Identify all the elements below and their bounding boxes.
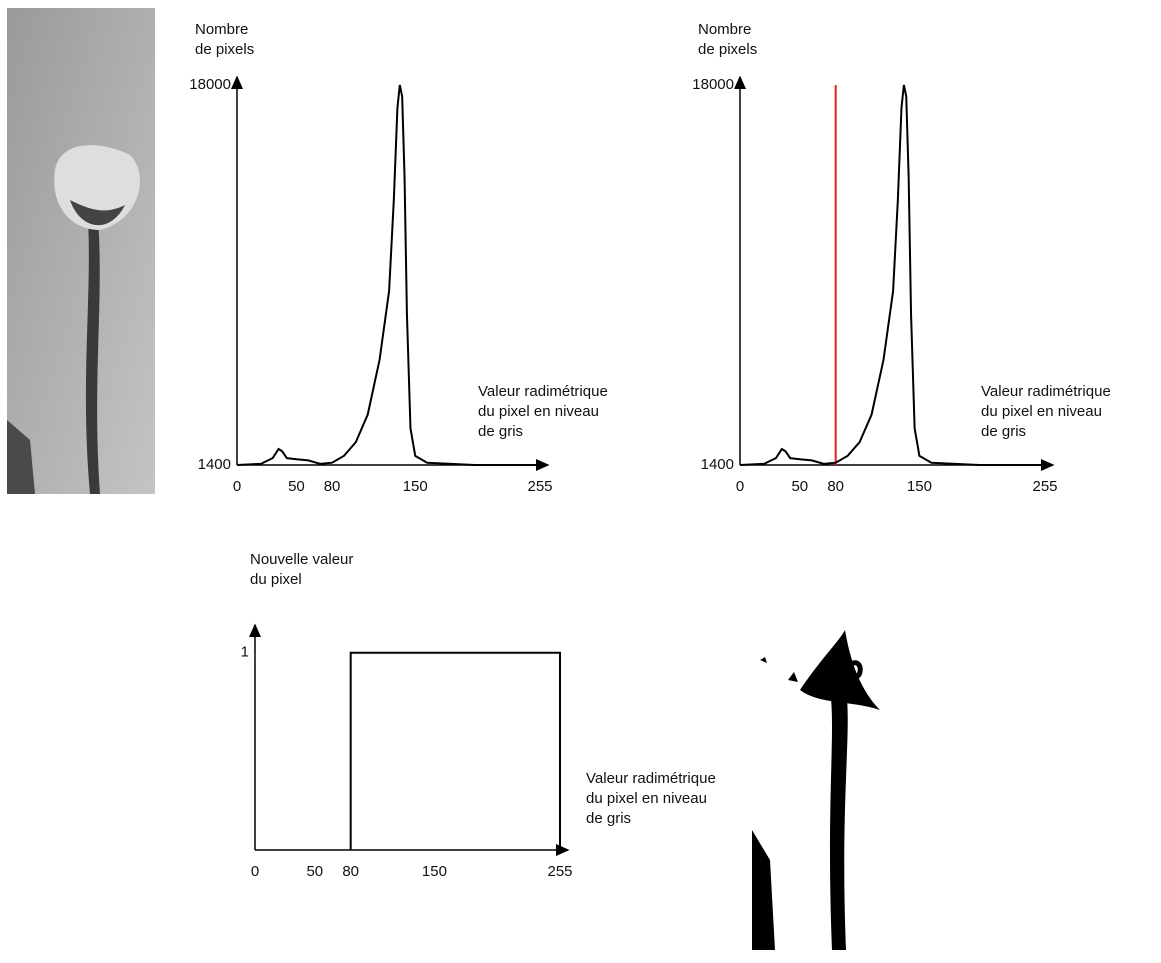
x-tick-label: 50 <box>791 478 808 495</box>
x-tick-label: 80 <box>342 863 359 880</box>
x-tick-label: 150 <box>907 478 932 495</box>
x-axis-label: de gris <box>586 810 631 827</box>
y-axis-label: du pixel <box>250 571 302 588</box>
y-tick-label: 1400 <box>701 456 734 473</box>
x-tick-label: 150 <box>422 863 447 880</box>
y-axis-label: de pixels <box>195 41 254 58</box>
data-line <box>349 651 561 850</box>
x-tick-label: 50 <box>288 478 305 495</box>
x-tick-label: 80 <box>324 478 341 495</box>
x-axis-label: Valeur radimétrique <box>478 383 608 400</box>
x-tick-label: 150 <box>403 478 428 495</box>
y-tick-label: 18000 <box>692 76 734 93</box>
y-axis-label: Nombre <box>698 21 751 38</box>
x-tick-label: 0 <box>233 478 241 495</box>
x-tick-label: 0 <box>251 863 259 880</box>
y-tick-label: 1400 <box>198 456 231 473</box>
x-axis-label: du pixel en niveau <box>478 403 599 420</box>
y-tick-label: 18000 <box>189 76 231 93</box>
x-axis-label: de gris <box>981 423 1026 440</box>
data-line <box>739 84 1045 466</box>
x-tick-label: 0 <box>736 478 744 495</box>
x-tick-label: 255 <box>547 863 572 880</box>
x-axis-label: du pixel en niveau <box>586 790 707 807</box>
x-tick-label: 50 <box>306 863 323 880</box>
x-axis-label: du pixel en niveau <box>981 403 1102 420</box>
y-axis-label: Nombre <box>195 21 248 38</box>
rose-photo <box>7 8 155 494</box>
x-axis-label: de gris <box>478 423 523 440</box>
data-line <box>236 84 540 466</box>
x-axis-label: Valeur radimétrique <box>981 383 1111 400</box>
x-tick-label: 80 <box>827 478 844 495</box>
y-axis-label: Nouvelle valeur <box>250 551 353 568</box>
y-axis-label: de pixels <box>698 41 757 58</box>
x-tick-label: 255 <box>1032 478 1057 495</box>
binary-image <box>752 630 880 950</box>
x-axis-label: Valeur radimétrique <box>586 770 716 787</box>
y-tick-label: 1 <box>241 644 249 661</box>
x-tick-label: 255 <box>527 478 552 495</box>
